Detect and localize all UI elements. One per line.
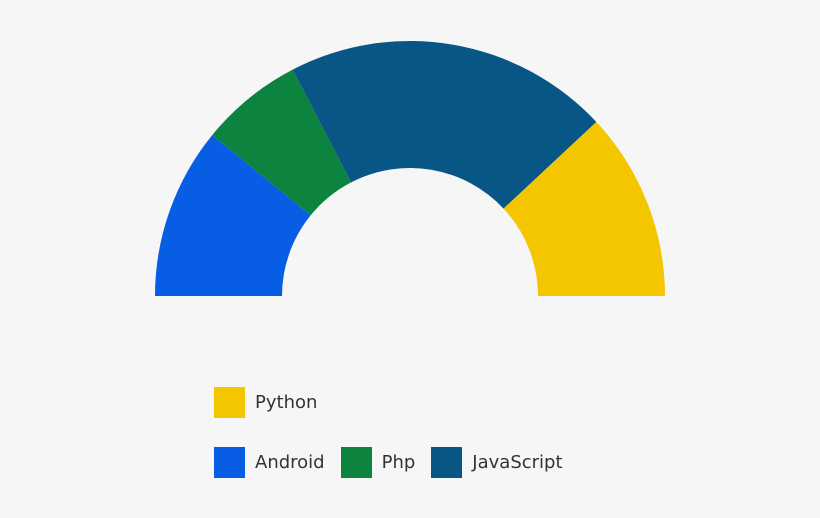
legend-label-php: Php (381, 451, 416, 473)
legend-swatch-python (214, 386, 245, 418)
legend-item-python[interactable]: Python (214, 386, 318, 418)
legend-label-android: Android (255, 451, 325, 473)
legend-row: Python (214, 386, 579, 418)
legend-swatch-php (340, 446, 372, 478)
legend-label-javascript: JavaScript (472, 451, 563, 473)
chart-legend: Python Android Php JavaScript (214, 386, 579, 478)
legend-swatch-android (214, 446, 245, 478)
slice-android[interactable] (155, 135, 311, 296)
legend-row: Android Php JavaScript (214, 446, 579, 478)
legend-item-php[interactable]: Php (340, 446, 416, 478)
slice-python[interactable] (503, 121, 665, 297)
slice-php[interactable] (212, 69, 352, 216)
legend-label-python: Python (255, 391, 318, 413)
legend-swatch-javascript (431, 446, 463, 478)
legend-item-android[interactable]: Android (214, 446, 325, 478)
legend-item-javascript[interactable]: JavaScript (431, 446, 563, 478)
slice-javascript[interactable] (292, 41, 597, 209)
